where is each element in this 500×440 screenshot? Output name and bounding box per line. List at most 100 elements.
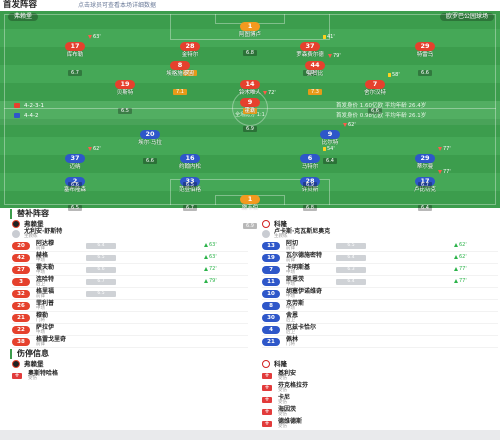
injury-row[interactable]: + 海因茨 受伤 [262, 406, 498, 418]
sub-player-row[interactable]: 42 赫格 中场 6.5 63' [12, 252, 248, 264]
player-event: 54' [323, 146, 335, 153]
player-number: 37 [65, 154, 85, 163]
sub-out-icon [328, 53, 332, 58]
sub-player-row[interactable]: 38 格雷戈里奇 前锋 [12, 336, 248, 348]
player-name: 金特尔 [181, 52, 199, 58]
player-position: 中场 [36, 306, 45, 311]
player-marker[interactable]: 9 霍勒 6.9 72' [218, 89, 282, 134]
player-number: 20 [140, 130, 160, 139]
home-lineup-info: 首发身价 1.60亿欧 平均年龄 26.4岁 [336, 103, 427, 109]
sub-player-row[interactable]: 19 瓦尔德施密特 前锋 6.4 62' [262, 252, 498, 264]
injuries-away-team: 科隆 [262, 360, 287, 369]
injured-player-name: 奥斯特哈格 [28, 370, 59, 377]
subs-away-team: 科隆 [262, 220, 287, 229]
sub-player-row[interactable]: 4 厄兹卡恰尔 后卫 [262, 324, 498, 336]
player-marker[interactable]: 33 范登伯格 6.7 [158, 168, 222, 213]
sub-player-row[interactable]: 26 菲利普 中场 [12, 300, 248, 312]
player-marker[interactable]: 19 贝斯特 6.5 [93, 71, 157, 116]
player-name: 蒂尔曼 [416, 164, 434, 170]
sub-out-icon [88, 146, 92, 151]
event-minute: 62' [93, 146, 101, 152]
player-name: 范登伯格 [178, 187, 201, 193]
player-marker[interactable]: 1 施韦伯 6.9 [218, 186, 282, 231]
player-number: 8 [262, 302, 280, 310]
sub-in-minute: 77' [459, 278, 467, 284]
player-event: 79' [328, 53, 341, 60]
sub-player-row[interactable]: 11 凯恩茨 中场 6.4 77' [262, 276, 498, 288]
player-marker[interactable]: 37 罗森费尔德 6.9 41' [278, 33, 342, 78]
event-minute: 72' [268, 90, 276, 96]
player-marker[interactable]: 1 阿图博卢 6.8 [218, 13, 282, 58]
sub-player-row[interactable]: 10 胡塞伊诺维奇 中场 [262, 288, 498, 300]
player-number: 29 [415, 154, 435, 163]
player-position: 中场 [286, 294, 295, 299]
player-name: 阿切 [286, 240, 299, 247]
player-rating: 6.5 [86, 291, 116, 297]
injury-row[interactable]: + 芬克格拉芬 受伤 [262, 382, 498, 394]
player-name: 贝斯特 [116, 90, 134, 96]
player-name: 穆勒 [36, 312, 49, 319]
player-rating: 6.4 [86, 243, 116, 249]
player-name: 卢比切克 [413, 187, 436, 193]
player-marker[interactable]: 6 马特尔 6.9 54' [278, 145, 342, 190]
sub-player-row[interactable]: 7 卡明斯基 中场 6.3 77' [262, 264, 498, 276]
lineup-header: 首发阵容 点击球员可查看本场详细数据 [0, 0, 500, 11]
sub-in-icon [454, 278, 458, 283]
player-name: 埃尔·马拉 [138, 140, 162, 146]
sub-player-row[interactable]: 3 连哈特 后卫 6.7 79' [12, 276, 248, 288]
section-title: 首发阵容 [3, 0, 38, 10]
player-marker[interactable]: 17 卢比切克 6.4 77' [393, 168, 457, 213]
player-marker[interactable]: 29 蒂尔曼 6.7 77' [393, 145, 457, 190]
player-number: 22 [12, 326, 30, 334]
player-number: 17 [415, 177, 435, 186]
sub-in-icon [454, 266, 458, 271]
player-number: 17 [65, 42, 85, 51]
player-rating: 6.6 [143, 158, 157, 164]
home-coach[interactable]: 尤利安·舒斯特 主教练 [12, 229, 242, 239]
injury-row[interactable]: + 奥斯特哈格 受伤 [12, 370, 248, 382]
sub-player-row[interactable]: 27 霍夫勒 中场 6.6 72' [12, 264, 248, 276]
player-rating: 6.5 [336, 243, 366, 249]
player-name: 舍尔汉特 [363, 90, 386, 96]
sub-player-row[interactable]: 8 克劳斯 中场 [262, 300, 498, 312]
yellow-card-icon [323, 146, 326, 151]
player-name: 胡塞伊诺维奇 [286, 288, 323, 295]
player-marker[interactable]: 8 埃格施泰因 7.1 [148, 52, 212, 97]
player-marker[interactable]: 20 埃尔·马拉 6.6 [118, 121, 182, 166]
player-marker[interactable]: 28 许贝斯 6.8 [278, 168, 342, 213]
sub-player-row[interactable]: 30 舍恩 后卫 [262, 312, 498, 324]
sub-player-row[interactable]: 32 格里福 前锋 6.5 [12, 288, 248, 300]
player-marker[interactable]: 29 特雷乌 6.6 [393, 33, 457, 78]
sub-player-row[interactable]: 22 萨拉伊 中场 [12, 324, 248, 336]
player-position: 中场 [36, 258, 45, 263]
away-coach[interactable]: 卢卡斯·克瓦斯尼奥克 主教练 [262, 229, 492, 239]
player-marker[interactable]: 14 铃木唯人 7.0 [218, 71, 282, 116]
player-marker[interactable]: 2 塞布隆森 6.5 [43, 168, 107, 213]
sub-out-icon [88, 34, 92, 39]
player-name: 连哈特 [36, 276, 55, 283]
player-marker[interactable]: 44 曼赞比 7.3 79' [283, 52, 347, 97]
player-marker[interactable]: 17 库布勒 6.7 63' [43, 33, 107, 78]
player-marker[interactable]: 37 迈纳 6.6 62' [43, 145, 107, 190]
injury-status: 受伤 [278, 388, 287, 393]
injury-row[interactable]: + 基利安 受伤 [262, 370, 498, 382]
player-name: 施韦伯 [241, 205, 259, 211]
sub-player-row[interactable]: 20 阿达穆 前锋 6.4 63' [12, 240, 248, 252]
sub-player-row[interactable]: 21 佩林 门将 [262, 336, 498, 348]
player-marker[interactable]: 7 舍尔汉特 6.6 58' [343, 71, 407, 116]
freiburg-logo-icon [12, 360, 20, 368]
sub-player-row[interactable]: 21 穆勒 门将 [12, 312, 248, 324]
sub-in-minute: 62' [459, 254, 467, 260]
penalty-box-top [170, 14, 330, 40]
player-rating: 6.7 [86, 279, 116, 285]
player-marker[interactable]: 16 约翰内松 6.5 [158, 145, 222, 190]
injury-row[interactable]: + 德维德斯 受伤 [262, 418, 498, 430]
player-rating: 7.0 [243, 108, 257, 114]
injury-row[interactable]: + 卡尼 受伤 [262, 394, 498, 406]
player-position: 前锋 [36, 294, 45, 299]
player-name: 迈纳 [69, 164, 81, 170]
player-marker[interactable]: 28 金特尔 7.0 [158, 33, 222, 78]
player-marker[interactable]: 9 比尔特 6.4 62' [298, 121, 362, 166]
player-number: 16 [180, 154, 200, 163]
sub-player-row[interactable]: 13 阿切 前锋 6.5 62' [262, 240, 498, 252]
